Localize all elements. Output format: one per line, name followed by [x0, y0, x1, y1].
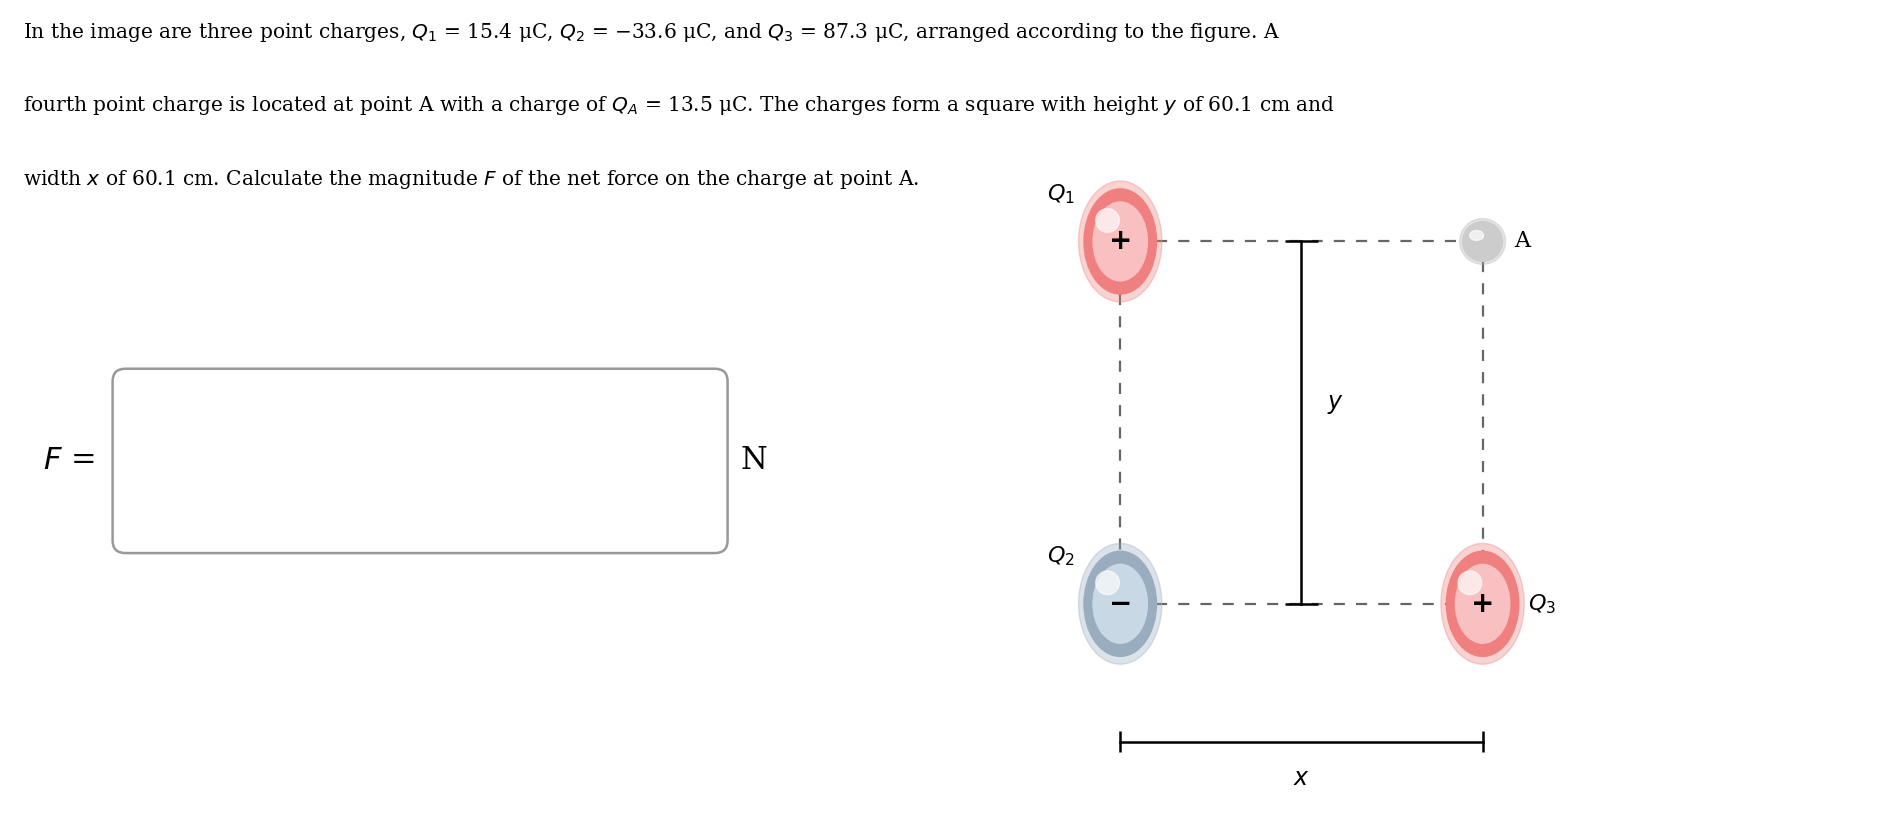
Text: $Q_1$: $Q_1$ [1046, 183, 1075, 206]
Text: A: A [1513, 230, 1530, 252]
Ellipse shape [1078, 181, 1161, 302]
Text: N: N [740, 446, 768, 476]
Ellipse shape [1455, 565, 1509, 644]
Text: In the image are three point charges, $Q_1$ = 15.4 μC, $Q_2$ = −33.6 μC, and $Q_: In the image are three point charges, $Q… [23, 21, 1280, 44]
Text: $y$: $y$ [1327, 393, 1344, 416]
Text: +: + [1108, 227, 1131, 256]
Text: width $x$ of 60.1 cm. Calculate the magnitude $F$ of the net force on the charge: width $x$ of 60.1 cm. Calculate the magn… [23, 168, 918, 190]
Text: fourth point charge is located at point A with a charge of $Q_A$ = 13.5 μC. The : fourth point charge is located at point … [23, 94, 1334, 116]
Ellipse shape [1095, 209, 1118, 232]
Ellipse shape [1468, 230, 1483, 241]
Text: −: − [1108, 590, 1131, 618]
Ellipse shape [1457, 571, 1481, 595]
Ellipse shape [1092, 565, 1146, 644]
Ellipse shape [1445, 551, 1519, 656]
Ellipse shape [1092, 202, 1146, 281]
Text: +: + [1470, 590, 1494, 618]
Ellipse shape [1084, 189, 1156, 294]
Ellipse shape [1462, 221, 1502, 261]
Text: $F$ =: $F$ = [43, 446, 94, 476]
Text: $Q_2$: $Q_2$ [1046, 545, 1075, 568]
Text: $Q_3$: $Q_3$ [1526, 592, 1555, 616]
Ellipse shape [1084, 551, 1156, 656]
FancyBboxPatch shape [113, 369, 726, 553]
Ellipse shape [1459, 219, 1506, 264]
Ellipse shape [1078, 543, 1161, 665]
Ellipse shape [1440, 543, 1523, 665]
Text: $x$: $x$ [1293, 767, 1310, 790]
Ellipse shape [1095, 571, 1118, 595]
